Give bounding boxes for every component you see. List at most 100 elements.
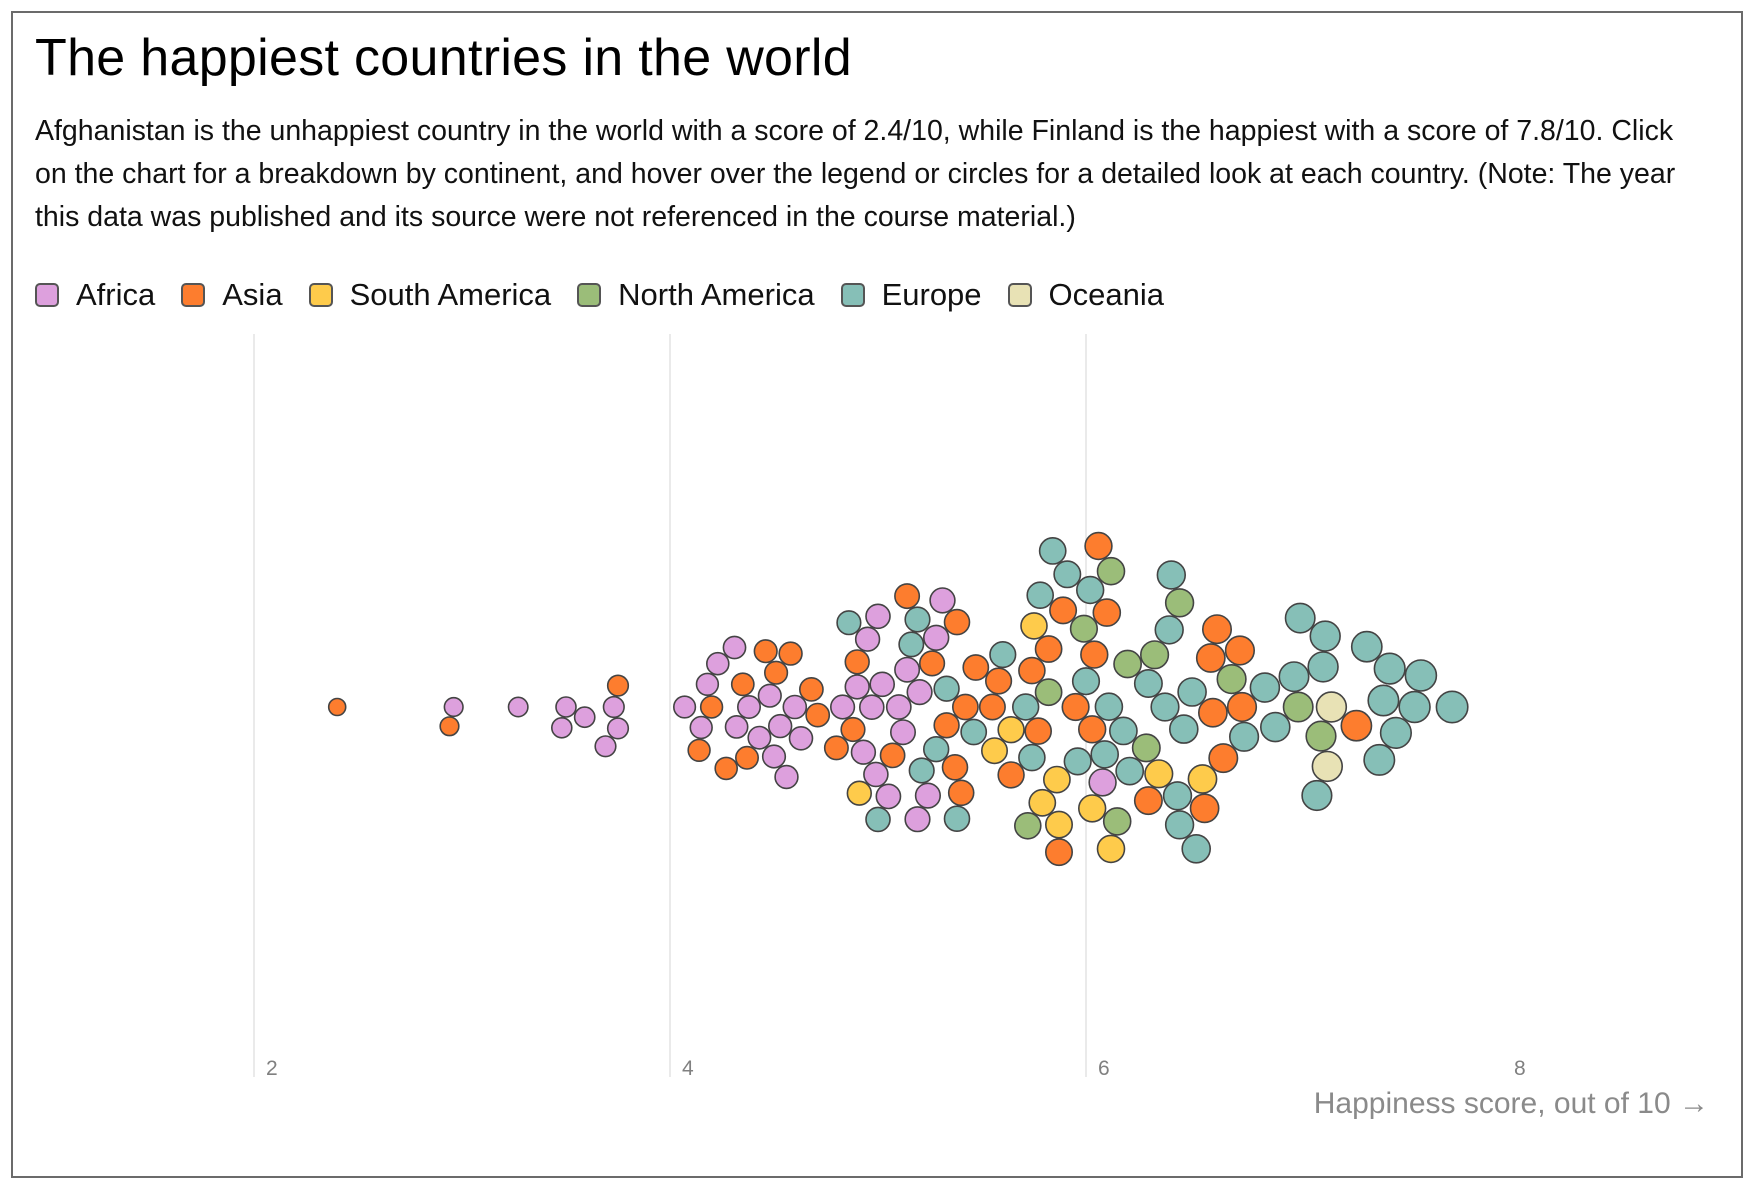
country-point-asia[interactable] (699, 695, 724, 719)
country-point-north-america[interactable] (1131, 733, 1161, 763)
country-point-asia[interactable] (978, 693, 1006, 721)
country-point-europe[interactable] (1379, 716, 1412, 750)
country-point-africa[interactable] (906, 678, 933, 706)
country-point-asia[interactable] (933, 712, 960, 739)
country-point-europe[interactable] (989, 640, 1017, 669)
country-point-europe[interactable] (1307, 651, 1339, 683)
country-point-europe[interactable] (1309, 620, 1341, 652)
country-point-africa[interactable] (767, 713, 793, 739)
country-point-africa[interactable] (875, 783, 902, 810)
country-point-europe[interactable] (1249, 672, 1281, 703)
country-point-asia[interactable] (997, 761, 1025, 789)
country-point-north-america[interactable] (1096, 556, 1126, 586)
country-point-africa[interactable] (869, 671, 896, 698)
country-point-europe[interactable] (1373, 652, 1406, 685)
country-point-africa[interactable] (705, 651, 730, 676)
country-point-europe[interactable] (865, 806, 891, 833)
country-point-north-america[interactable] (1305, 720, 1337, 752)
country-point-asia[interactable] (439, 716, 460, 737)
country-point-europe[interactable] (1071, 667, 1101, 696)
country-point-africa[interactable] (889, 719, 916, 746)
country-point-africa[interactable] (747, 725, 772, 750)
country-point-asia[interactable] (947, 779, 975, 807)
country-point-asia[interactable] (984, 667, 1013, 695)
country-point-asia[interactable] (1198, 697, 1228, 728)
country-point-asia[interactable] (1024, 717, 1052, 745)
country-point-asia[interactable] (714, 756, 739, 781)
country-point-north-america[interactable] (1113, 649, 1143, 679)
country-point-asia[interactable] (1034, 635, 1063, 663)
country-point-africa[interactable] (722, 635, 747, 660)
country-point-europe[interactable] (1435, 690, 1469, 724)
country-point-europe[interactable] (1156, 560, 1187, 590)
country-point-asia[interactable] (1061, 692, 1090, 722)
country-point-asia[interactable] (918, 650, 946, 677)
country-point-europe[interactable] (1301, 779, 1333, 812)
country-point-africa[interactable] (724, 715, 749, 739)
country-point-europe[interactable] (1154, 615, 1184, 645)
country-point-africa[interactable] (854, 626, 881, 652)
country-point-africa[interactable] (689, 715, 713, 740)
country-point-asia[interactable] (1224, 635, 1255, 666)
country-point-africa[interactable] (736, 694, 761, 719)
country-point-africa[interactable] (606, 717, 630, 740)
country-point-europe[interactable] (898, 631, 925, 658)
country-point-south-america[interactable] (846, 780, 872, 806)
country-point-asia[interactable] (1133, 786, 1163, 816)
country-point-asia[interactable] (1226, 691, 1258, 723)
country-point-asia[interactable] (687, 738, 711, 762)
country-point-asia[interactable] (1189, 793, 1220, 824)
country-point-europe[interactable] (933, 675, 960, 702)
country-point-africa[interactable] (904, 806, 931, 833)
country-point-asia[interactable] (1018, 656, 1046, 685)
country-point-asia[interactable] (1080, 640, 1109, 669)
legend-item-europe[interactable]: Europe (840, 277, 982, 313)
country-point-asia[interactable] (730, 672, 755, 697)
country-point-asia[interactable] (1049, 596, 1078, 625)
country-point-asia[interactable] (943, 608, 971, 636)
country-point-asia[interactable] (1340, 709, 1373, 742)
country-point-south-america[interactable] (1043, 765, 1071, 794)
country-point-oceania[interactable] (1315, 691, 1348, 723)
country-point-asia[interactable] (952, 693, 979, 721)
country-point-asia[interactable] (606, 674, 630, 697)
country-point-north-america[interactable] (1164, 588, 1195, 618)
country-point-europe[interactable] (1164, 810, 1195, 840)
country-point-europe[interactable] (1115, 756, 1145, 786)
country-point-asia[interactable] (844, 649, 870, 675)
country-point-africa[interactable] (894, 656, 921, 683)
country-point-europe[interactable] (1109, 716, 1138, 746)
country-point-asia[interactable] (1092, 598, 1122, 627)
country-point-south-america[interactable] (1077, 794, 1107, 823)
country-point-europe[interactable] (1177, 677, 1207, 707)
country-point-europe[interactable] (836, 610, 862, 636)
country-point-africa[interactable] (507, 696, 529, 718)
country-point-europe[interactable] (922, 735, 950, 763)
country-point-north-america[interactable] (1069, 614, 1098, 643)
country-point-europe[interactable] (1284, 602, 1316, 634)
country-point-europe[interactable] (1011, 693, 1040, 721)
legend-item-south-america[interactable]: South America (308, 277, 551, 313)
country-point-africa[interactable] (885, 694, 912, 720)
country-point-south-america[interactable] (1144, 759, 1174, 789)
country-point-africa[interactable] (829, 694, 856, 720)
country-point-europe[interactable] (1026, 581, 1054, 610)
country-point-europe[interactable] (1404, 659, 1438, 692)
country-point-south-america[interactable] (980, 737, 1008, 765)
country-point-europe[interactable] (1398, 690, 1431, 724)
country-point-north-america[interactable] (1216, 663, 1247, 695)
country-point-asia[interactable] (962, 654, 990, 681)
country-point-europe[interactable] (1150, 692, 1180, 722)
country-point-africa[interactable] (555, 696, 577, 718)
country-point-africa[interactable] (844, 674, 870, 700)
country-point-europe[interactable] (1094, 692, 1124, 722)
country-point-asia[interactable] (778, 641, 803, 666)
country-point-asia[interactable] (941, 753, 969, 781)
country-point-south-america[interactable] (1045, 810, 1074, 839)
country-point-europe[interactable] (1063, 747, 1092, 776)
country-point-asia[interactable] (763, 660, 789, 685)
country-point-africa[interactable] (850, 739, 877, 765)
country-point-asia[interactable] (1195, 643, 1226, 673)
country-point-south-america[interactable] (1187, 764, 1218, 794)
country-point-asia[interactable] (894, 583, 921, 610)
